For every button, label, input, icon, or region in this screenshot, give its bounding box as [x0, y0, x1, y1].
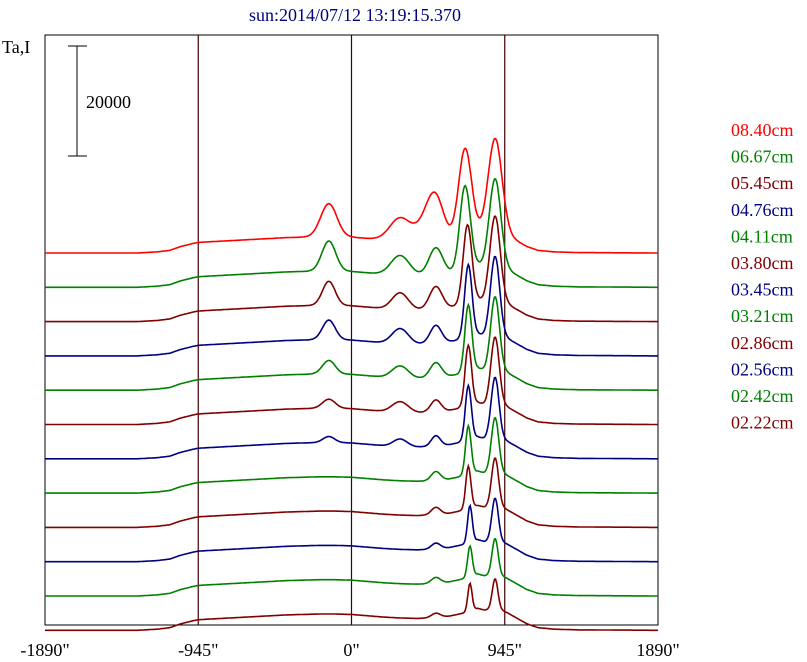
x-tick-label: 0" — [343, 640, 359, 660]
legend-entry: 03.80cm — [731, 253, 794, 273]
legend-entry: 05.45cm — [731, 173, 794, 193]
series-line — [45, 497, 658, 563]
legend-entry: 04.76cm — [731, 200, 794, 220]
series-line — [45, 296, 658, 391]
scale-bar — [68, 45, 87, 157]
series-line — [45, 457, 658, 529]
chart-title: sun:2014/07/12 13:19:15.370 — [249, 5, 461, 25]
legend-entry: 03.45cm — [731, 280, 794, 300]
x-tick-label: -1890" — [20, 640, 69, 660]
x-tick-labels: -1890" -945" 0" 945" 1890" — [20, 640, 679, 660]
series-line — [45, 578, 658, 632]
series-line — [45, 177, 658, 289]
series-line — [45, 537, 658, 597]
legend-entry: 08.40cm — [731, 120, 794, 140]
y-axis-label: Ta,I — [2, 37, 30, 57]
series-line — [45, 137, 658, 254]
x-tick-label: 945" — [488, 640, 522, 660]
legend-entry: 02.42cm — [731, 386, 794, 406]
legend-entry: 04.11cm — [731, 226, 793, 246]
x-tick-label: 1890" — [636, 640, 679, 660]
legend-entry: 06.67cm — [731, 147, 794, 167]
series-line — [45, 255, 658, 357]
scale-bar-label: 20000 — [86, 92, 131, 112]
series-line — [45, 416, 658, 494]
x-tick-label: -945" — [178, 640, 218, 660]
legend: 08.40cm 06.67cm 05.45cm 04.76cm 04.11cm 03.80… — [731, 120, 794, 433]
legend-entry: 03.21cm — [731, 306, 794, 326]
series-line — [45, 215, 658, 323]
legend-entry: 02.22cm — [731, 413, 794, 433]
series-curves — [45, 137, 658, 632]
series-line — [45, 376, 658, 460]
legend-entry: 02.56cm — [731, 359, 794, 379]
series-line — [45, 336, 658, 426]
legend-entry: 02.86cm — [731, 333, 794, 353]
reference-lines — [197, 35, 506, 625]
